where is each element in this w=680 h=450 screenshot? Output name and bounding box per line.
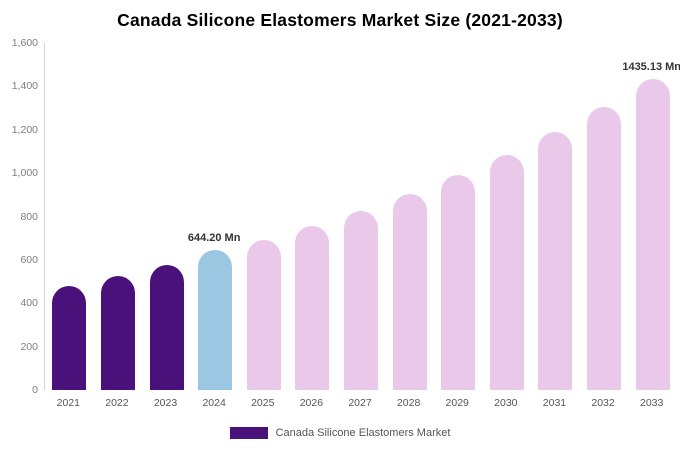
x-axis-tick: 2033	[640, 397, 664, 409]
bar-2033	[635, 78, 670, 390]
x-axis-tick: 2031	[542, 397, 567, 409]
bar-2031	[538, 131, 573, 390]
x-axis-tick: 2026	[299, 397, 324, 409]
x-axis-tick: 2021	[56, 397, 80, 409]
x-axis-tick: 2024	[202, 397, 226, 409]
bar-value-label: 644.20 Mn	[187, 232, 241, 245]
bar-2023	[149, 265, 184, 390]
x-axis-tick: 2027	[348, 397, 372, 409]
x-axis-tick: 2032	[591, 397, 615, 409]
x-axis-tick: 2025	[251, 397, 275, 409]
x-axis-tick: 2030	[494, 397, 518, 409]
y-axis-tick: 400	[20, 297, 38, 310]
bar-2025	[246, 240, 281, 390]
x-axis-tick: 2029	[445, 397, 469, 409]
bar-value-label: 1435.13 Mn	[622, 60, 680, 73]
y-axis-tick: 1,600	[11, 37, 38, 49]
y-axis-tick: 600	[20, 253, 38, 266]
y-axis-tick: 1,400	[11, 80, 38, 93]
y-axis-tick: 0	[32, 384, 38, 396]
y-axis-tick: 800	[20, 210, 38, 223]
chart-title: Canada Silicone Elastomers Market Size (…	[117, 10, 563, 30]
legend-swatch	[229, 427, 268, 439]
y-axis-tick: 200	[20, 340, 38, 353]
bar-2024	[198, 250, 233, 390]
y-axis-tick: 1,200	[11, 123, 38, 136]
bar-2032	[587, 106, 622, 390]
bar-2030	[489, 154, 524, 390]
legend: Canada Silicone Elastomers Market	[0, 427, 680, 439]
bar-2027	[344, 211, 378, 390]
x-axis-tick: 2028	[396, 397, 421, 409]
bar-2029	[441, 175, 476, 390]
bar-2021	[52, 285, 87, 390]
legend-label: Canada Silicone Elastomers Market	[275, 427, 451, 439]
plot-area	[44, 43, 677, 390]
y-axis-tick: 1,000	[11, 167, 38, 180]
x-axis-tick: 2022	[105, 397, 129, 409]
bar-2028	[392, 193, 427, 390]
x-axis-tick: 2023	[153, 397, 178, 409]
bar-2026	[295, 226, 330, 390]
bar-2022	[100, 276, 135, 390]
